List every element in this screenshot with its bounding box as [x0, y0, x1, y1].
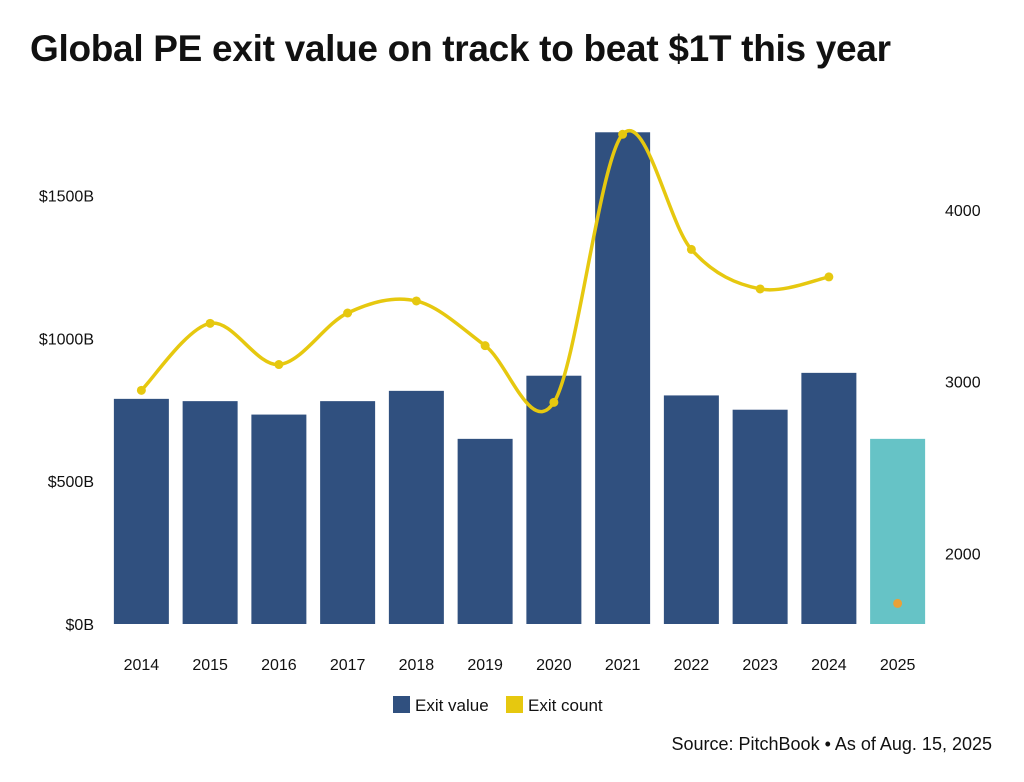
bar-2017 — [320, 401, 376, 624]
bar-2019 — [457, 438, 513, 624]
y-left-tick-label: $1500B — [39, 188, 94, 205]
chart-title: Global PE exit value on track to beat $1… — [30, 28, 891, 69]
legend: Exit value Exit count — [393, 696, 603, 715]
bar-2021 — [595, 132, 651, 625]
exit-count-point-2023 — [755, 284, 765, 294]
exit-value-bars — [113, 132, 926, 625]
y-axis-right: 2000 3000 4000 — [945, 203, 981, 564]
exit-count-point-2020 — [549, 397, 559, 407]
x-tick-label: 2025 — [880, 657, 916, 674]
x-axis: 2014 2015 2016 2017 2018 2019 2020 2021 2022 2023… — [124, 657, 916, 674]
exit-count-point-2014 — [136, 385, 146, 395]
x-tick-label: 2023 — [742, 657, 778, 674]
source-note: Source: PitchBook • As of Aug. 15, 2025 — [671, 734, 992, 754]
x-tick-label: 2016 — [261, 657, 297, 674]
x-tick-label: 2022 — [674, 657, 710, 674]
bar-2024 — [801, 372, 857, 624]
legend-swatch-exit-count — [506, 696, 523, 713]
exit-count-point-2017 — [343, 308, 353, 318]
x-tick-label: 2019 — [467, 657, 503, 674]
bar-2018 — [388, 390, 444, 624]
bar-2020 — [526, 375, 582, 624]
bar-2025 — [870, 438, 926, 624]
legend-label-exit-value: Exit value — [415, 696, 489, 715]
bar-2015 — [182, 401, 238, 624]
x-tick-label: 2020 — [536, 657, 572, 674]
x-tick-label: 2015 — [192, 657, 228, 674]
y-left-tick-label: $1000B — [39, 331, 94, 348]
x-tick-label: 2018 — [399, 657, 435, 674]
y-right-tick-label: 4000 — [945, 203, 981, 220]
exit-count-point-2024 — [824, 272, 834, 282]
legend-label-exit-count: Exit count — [528, 696, 603, 715]
bar-2016 — [251, 414, 307, 624]
bar-2014 — [113, 398, 169, 624]
y-right-tick-label: 2000 — [945, 547, 981, 564]
x-tick-label: 2014 — [124, 657, 160, 674]
x-tick-label: 2017 — [330, 657, 366, 674]
exit-count-point-2021 — [618, 129, 628, 139]
exit-count-point-2025 — [893, 598, 903, 608]
y-axis-left: $0B $500B $1000B $1500B — [39, 188, 94, 634]
y-right-tick-label: 3000 — [945, 375, 981, 392]
exit-count-point-2016 — [274, 360, 284, 370]
x-tick-label: 2021 — [605, 657, 641, 674]
exit-count-line-path — [139, 129, 831, 414]
exit-count-point-2018 — [411, 296, 421, 306]
y-left-tick-label: $500B — [48, 474, 94, 491]
exit-count-line — [136, 129, 903, 608]
bar-2023 — [732, 409, 788, 624]
legend-swatch-exit-value — [393, 696, 410, 713]
exit-count-point-2015 — [205, 318, 215, 328]
bar-2022 — [663, 395, 719, 624]
exit-count-point-2022 — [686, 244, 696, 254]
exit-count-point-2019 — [480, 341, 490, 351]
x-tick-label: 2024 — [811, 657, 847, 674]
y-left-tick-label: $0B — [66, 617, 94, 634]
